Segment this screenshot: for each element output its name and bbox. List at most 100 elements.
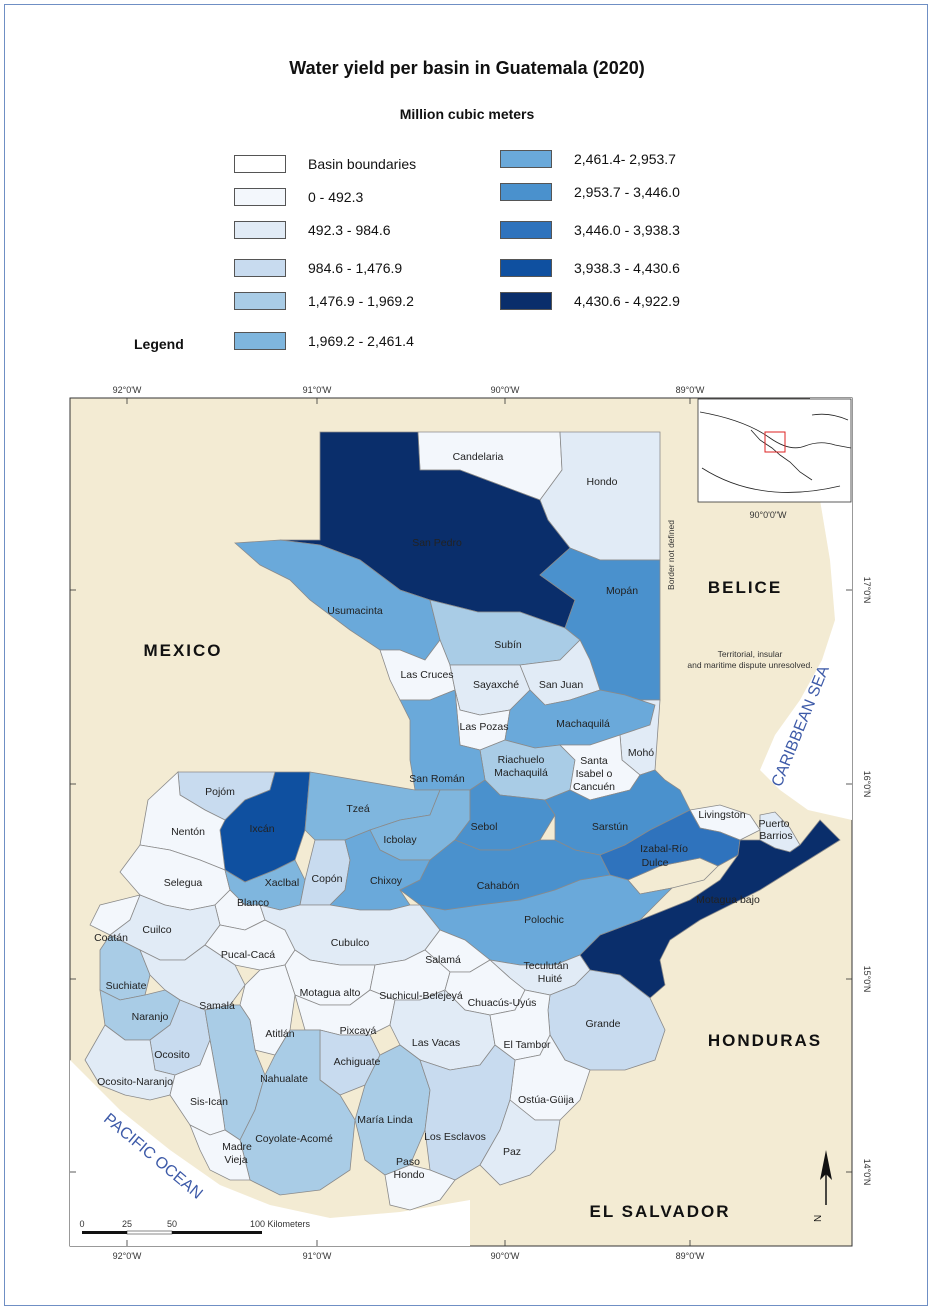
legend-swatch (234, 221, 286, 239)
basin-label: Grande (585, 1018, 620, 1030)
basin-label: Usumacinta (327, 605, 383, 617)
basin-label: Nahualate (260, 1073, 308, 1085)
basin-label: San Juan (539, 679, 584, 691)
basin-paz (479, 1099, 561, 1186)
basin-label: Nentón (171, 826, 205, 838)
basin-label: San Pedro (412, 537, 462, 549)
basin-label: Chixoy (370, 875, 403, 887)
label-el-salvador: EL SALVADOR (589, 1202, 730, 1221)
basin-label: Xaclbal (265, 877, 299, 889)
inset-label: 90°0'0"W (749, 510, 787, 520)
legend-item: 984.6 - 1,476.9 (234, 259, 402, 277)
basin-label: Puerto (759, 818, 790, 830)
basin-label: Sayaxché (473, 679, 519, 691)
basin-label: Copón (312, 873, 343, 885)
legend-swatch (234, 188, 286, 206)
basin-label: Paz (503, 1146, 521, 1158)
scale-tick-2: 50 (167, 1219, 177, 1229)
basin-label: Las Pozas (459, 721, 508, 733)
inset-map: 90°0'0"W (697, 398, 852, 520)
scale-tick-3: 100 Kilometers (250, 1219, 311, 1229)
basin-label: María Linda (357, 1114, 413, 1126)
basin-label: Icbolay (383, 834, 417, 846)
legend-label: 984.6 - 1,476.9 (308, 260, 403, 276)
basin-label: Cuilco (142, 924, 171, 936)
grat-top-3: 89°0'W (676, 385, 705, 395)
legend-label: 4,430.6 - 4,922.9 (574, 293, 680, 309)
basin-label: Selegua (164, 877, 203, 889)
basin-label: Coyolate-Acomé (255, 1133, 333, 1145)
legend-label: Basin boundaries (308, 156, 417, 172)
basin-label: Polochic (524, 914, 564, 926)
basin-label: Mopán (606, 585, 638, 597)
legend-swatch (500, 150, 552, 168)
north-arrow: N (813, 1150, 832, 1222)
legend-item: 1,969.2 - 2,461.4 (234, 332, 414, 350)
legend-label: 2,953.7 - 3,446.0 (574, 184, 680, 200)
basin-label: Cubulco (331, 937, 370, 949)
basin-label: Hondo (394, 1169, 425, 1181)
basin-label: Motagua bajo (696, 894, 760, 906)
label-belice: BELICE (708, 578, 782, 597)
legend-item: 1,476.9 - 1,969.2 (234, 292, 414, 310)
legend-swatch (234, 259, 286, 277)
basin-label: Barrios (759, 830, 792, 842)
legend-label: 2,461.4- 2,953.7 (574, 151, 676, 167)
page-frame (4, 4, 928, 1306)
caribbean-sea (760, 398, 852, 820)
basin-label: Suchicul-Belejeyá (379, 990, 463, 1002)
legend-item: 3,446.0 - 3,938.3 (500, 221, 680, 239)
basin-label: Candelaria (453, 451, 504, 463)
label-dispute-2: and maritime dispute unresolved. (687, 660, 812, 670)
basin-label: Motagua alto (300, 987, 361, 999)
label-honduras: HONDURAS (708, 1031, 822, 1050)
scale-bar: 0 25 50 100 Kilometers (79, 1219, 311, 1235)
basin-label: Chuacús-Uyús (468, 997, 537, 1009)
legend-item: Basin boundaries (234, 155, 416, 173)
legend-swatch (500, 259, 552, 277)
basin-label: Livingston (698, 809, 745, 821)
legend-swatch (500, 292, 552, 310)
basin-label: Suchiate (106, 980, 147, 992)
legend-item: 0 - 492.3 (234, 188, 363, 206)
basins (84, 431, 841, 1211)
basin-label: Ocosito-Naranjo (97, 1076, 173, 1088)
basin-paso-hondo (384, 1164, 456, 1211)
grat-right-0: 17°0'N (862, 577, 872, 604)
legend-swatch (234, 332, 286, 350)
basin-label: Pucal-Cacá (221, 949, 275, 961)
basin-label: Machaquilá (556, 718, 610, 730)
legend-label: 492.3 - 984.6 (308, 222, 391, 238)
grat-right-3: 14°0'N (862, 1159, 872, 1186)
basin-label: Achiguate (334, 1056, 381, 1068)
legend-label: 3,938.3 - 4,430.6 (574, 260, 680, 276)
basin-label: Huité (538, 973, 563, 985)
graticule-labels: 92°0'W 91°0'W 90°0'W 89°0'W 92°0'W 91°0'… (113, 385, 872, 1261)
basin-label: Riachuelo (498, 754, 545, 766)
basin-label: Cancuén (573, 781, 615, 793)
legend-swatch (234, 292, 286, 310)
grat-bottom-1: 91°0'W (303, 1251, 332, 1261)
basin-label: Hondo (587, 476, 618, 488)
basin-label: Paso (396, 1156, 420, 1168)
scale-tick-1: 25 (122, 1219, 132, 1229)
legend-item: 492.3 - 984.6 (234, 221, 391, 239)
legend-swatch (500, 221, 552, 239)
grat-bottom-3: 89°0'W (676, 1251, 705, 1261)
legend-label: 3,446.0 - 3,938.3 (574, 222, 680, 238)
pacific-ocean (70, 1060, 470, 1246)
basin-labels: Candelaria Hondo San Pedro Mopán Usumaci… (94, 451, 793, 1181)
basin-label: Los Esclavos (424, 1131, 486, 1143)
basin-label: Salamá (425, 954, 461, 966)
north-label: N (813, 1215, 824, 1222)
basin-label: Ostúa-Güija (518, 1094, 574, 1106)
basin-label: Pixcayá (340, 1025, 377, 1037)
basin-label: Cahabón (477, 880, 520, 892)
basin-label: Teculután (524, 960, 569, 972)
basin-label: San Román (409, 773, 465, 785)
basin-label: Subín (494, 639, 522, 651)
scale-tick-0: 0 (79, 1219, 84, 1229)
basin-madre-vieja (189, 1124, 251, 1181)
legend-item: 3,938.3 - 4,430.6 (500, 259, 680, 277)
